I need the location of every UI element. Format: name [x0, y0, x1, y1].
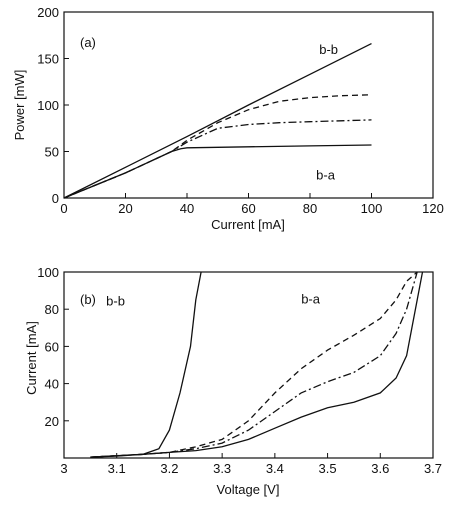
panel-a-series-2-line	[63, 119, 372, 199]
panel-a-label: (a)	[80, 35, 96, 50]
panel-b-xtick-label-3: 3.3	[213, 461, 231, 476]
panel-b-xtick-label-5: 3.5	[319, 461, 337, 476]
panel-b-xtick-label-6: 3.6	[371, 461, 389, 476]
panel-b-ytick-label-1: 40	[45, 377, 59, 392]
panel-a-xtick-label-6: 120	[422, 201, 444, 216]
panel-b-series-2-line	[90, 271, 418, 458]
panel-a-xtick-label-1: 20	[118, 201, 132, 216]
panel-b-series-1-line	[90, 271, 418, 458]
panel-a-ytick-label-3: 150	[37, 52, 59, 67]
panel-a-xtick-label-2: 40	[180, 201, 194, 216]
panel-b-annotation-ba: b-a	[301, 292, 321, 307]
panel-b: 3 3.1 3.2 3.3 3.4 3.5 3.6 3.7 20 40 60 80 100 (b) b-…	[24, 265, 442, 497]
panel-b-xtick-label-2: 3.2	[160, 461, 178, 476]
panel-a-xlabel: Current [mA]	[211, 217, 285, 232]
panel-b-ytick-label-3: 80	[45, 302, 59, 317]
panel-a-ticks: 0 20 40 60 80 100 120 0 50 100 150 200	[37, 5, 444, 216]
panel-b-annotation-bb: b-b	[106, 293, 125, 308]
panel-b-series-3-line	[90, 271, 424, 458]
panel-b-label: (b)	[80, 292, 96, 307]
panel-b-xtick-label-0: 3	[60, 461, 67, 476]
panel-b-axes-frame	[63, 271, 434, 459]
panel-b-ytick-label-4: 100	[37, 265, 59, 280]
panel-a-xtick-label-0: 0	[60, 201, 67, 216]
panel-b-ytick-label-0: 20	[45, 414, 59, 429]
panel-b-xtick-label-4: 3.4	[266, 461, 284, 476]
panel-a-series-0-line	[63, 43, 372, 199]
panel-a-ylabel: Power [mW]	[12, 70, 27, 141]
panel-b-xtick-label-7: 3.7	[424, 461, 442, 476]
panel-b-ylabel: Current [mA]	[24, 321, 39, 395]
panel-b-series	[90, 271, 424, 458]
panel-b-xtick-label-1: 3.1	[108, 461, 126, 476]
panel-a-series-1-line	[63, 94, 372, 199]
panel-b-xlabel: Voltage [V]	[217, 482, 280, 497]
panel-a-xtick-label-3: 60	[241, 201, 255, 216]
panel-a-ytick-label-2: 100	[37, 98, 59, 113]
panel-a-ytick-label-1: 50	[45, 145, 59, 160]
panel-a-xtick-label-4: 80	[303, 201, 317, 216]
panel-b-ticks: 3 3.1 3.2 3.3 3.4 3.5 3.6 3.7 20 40 60 80 100	[37, 265, 442, 476]
panel-a-xtick-label-5: 100	[361, 201, 383, 216]
panel-a-annotation-ba: b-a	[316, 167, 336, 182]
panel-a-series	[63, 43, 372, 199]
panel-a-annotation-bb: b-b	[319, 42, 338, 57]
panel-a-ytick-label-4: 200	[37, 5, 59, 20]
panel-a-ytick-label-0: 0	[52, 191, 59, 206]
panel-b-ytick-label-2: 60	[45, 339, 59, 354]
panel-a-series-3-line	[63, 144, 372, 199]
